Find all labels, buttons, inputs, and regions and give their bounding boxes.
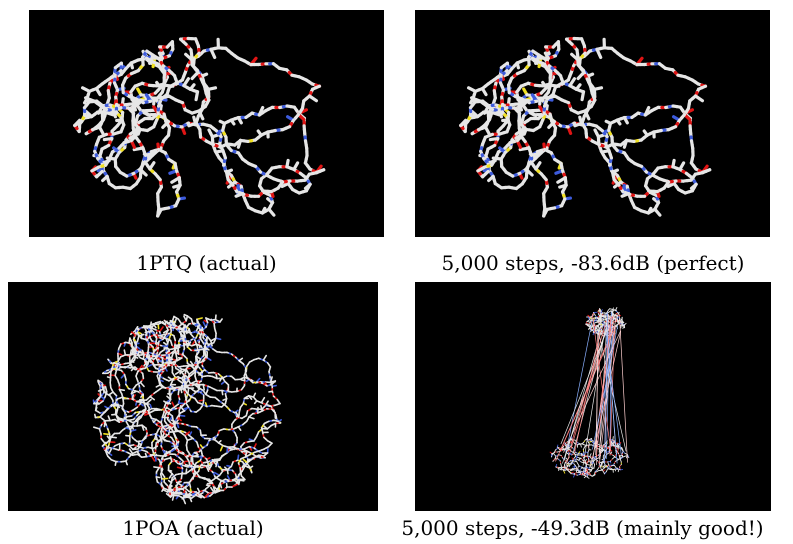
structure-1poa-predicted [549,307,630,479]
protein-render-1poa-actual [8,282,378,511]
structure-1ptq-predicted [459,36,712,218]
caption-1ptq-actual: 1PTQ (actual) [136,251,277,275]
protein-render-1ptq-actual [29,10,384,237]
caption-1ptq-predicted: 5,000 steps, -83.6dB (perfect) [441,251,745,275]
protein-render-1poa-predicted [415,282,771,511]
structure-1ptq [73,36,326,218]
structure-1poa [92,313,283,505]
caption-1poa-actual: 1POA (actual) [122,516,264,540]
protein-render-1ptq-predicted [415,10,770,237]
caption-1poa-predicted: 5,000 steps, -49.3dB (mainly good!) [401,516,764,540]
